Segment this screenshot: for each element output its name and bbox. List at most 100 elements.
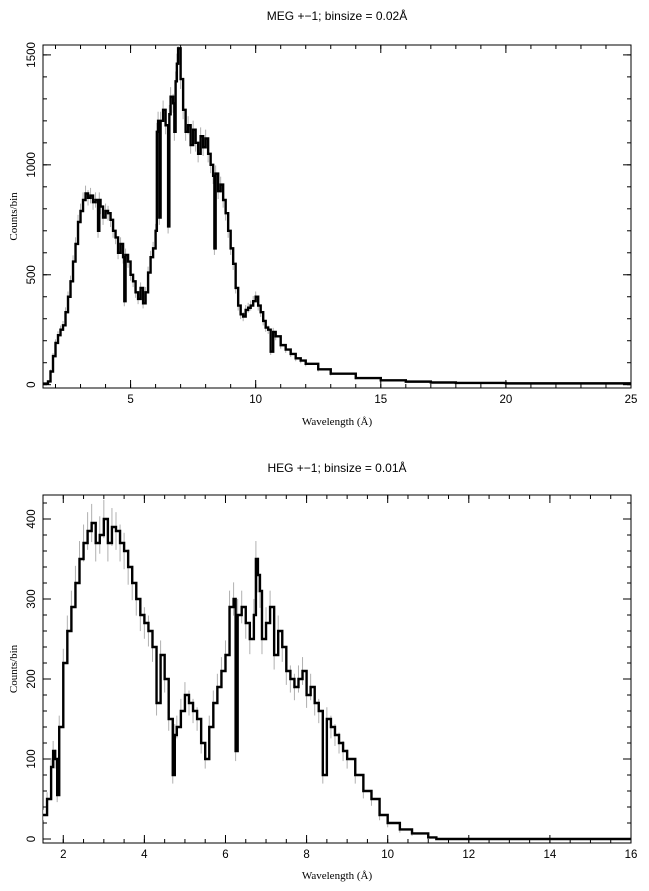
meg-data-point xyxy=(43,382,44,385)
heg-data-point xyxy=(261,638,263,640)
heg-data-point xyxy=(43,814,44,816)
heg-data-point xyxy=(277,630,280,632)
meg-data-point xyxy=(227,229,229,232)
meg-data-point xyxy=(329,372,332,375)
heg-data-point xyxy=(399,828,401,831)
heg-data-point xyxy=(123,550,125,552)
meg-data-point xyxy=(67,295,69,298)
heg-data-point xyxy=(155,702,158,704)
meg-data-point xyxy=(57,334,59,337)
heg-data-point xyxy=(346,758,348,760)
heg-data-point xyxy=(253,614,255,616)
meg-data-point xyxy=(134,291,137,294)
meg-data-point xyxy=(98,199,101,201)
meg-x-tick-label: 15 xyxy=(374,394,387,406)
heg-data-point xyxy=(289,678,292,680)
meg-data-point xyxy=(259,311,262,313)
meg-data-point xyxy=(164,124,167,127)
heg-data-point xyxy=(147,630,150,632)
meg-data-point xyxy=(209,164,212,166)
heg-data-point xyxy=(52,750,54,752)
meg-data-point xyxy=(289,353,292,355)
heg-error-bars xyxy=(43,499,631,840)
heg-data-point xyxy=(224,654,227,656)
meg-data-point xyxy=(49,370,52,373)
meg-spectrum-line xyxy=(43,47,631,385)
meg-data-point xyxy=(132,280,134,283)
meg-data-point xyxy=(127,260,129,263)
heg-data-point xyxy=(244,622,247,624)
heg-y-tick-label: 0 xyxy=(26,836,38,842)
heg-data-point xyxy=(354,774,357,776)
meg-data-point xyxy=(84,192,87,195)
meg-data-point xyxy=(112,229,114,232)
meg-data-point xyxy=(379,379,382,382)
meg-data-point xyxy=(69,280,72,283)
meg-data-point xyxy=(82,199,84,201)
meg-data-point xyxy=(405,380,407,383)
meg-data-point xyxy=(299,359,302,362)
meg-data-point xyxy=(137,298,139,300)
heg-data-point xyxy=(192,710,194,712)
meg-data-point xyxy=(182,109,184,111)
heg-spectrum-line xyxy=(43,517,631,841)
meg-data-point xyxy=(149,256,152,258)
meg-data-point xyxy=(354,377,357,379)
heg-data-point xyxy=(163,678,166,680)
meg-data-point xyxy=(94,199,97,201)
heg-data-point xyxy=(378,814,381,816)
meg-data-point xyxy=(156,131,158,133)
heg-data-point xyxy=(196,718,198,720)
heg-y-tick-label: 400 xyxy=(26,509,38,528)
heg-data-point xyxy=(180,710,182,712)
heg-data-point xyxy=(255,558,257,560)
meg-data-point xyxy=(217,190,219,193)
meg-data-point xyxy=(87,197,89,199)
meg-data-point xyxy=(77,221,79,223)
heg-data-point xyxy=(265,622,267,624)
meg-data-point xyxy=(254,295,257,298)
heg-x-axis-label: Wavelength (Å) xyxy=(302,870,373,882)
heg-data-point xyxy=(232,598,235,600)
meg-data-point xyxy=(304,363,307,365)
heg-data-point xyxy=(139,614,142,616)
meg-data-point xyxy=(274,335,277,338)
heg-data-point xyxy=(115,530,117,532)
meg-plot-frame xyxy=(42,44,632,389)
meg-x-tick-label: 5 xyxy=(127,394,133,406)
meg-data-point xyxy=(79,210,82,212)
meg-data-point xyxy=(124,254,127,256)
meg-data-point xyxy=(214,172,217,175)
heg-data-point xyxy=(236,614,239,616)
heg-data-point xyxy=(188,702,190,704)
heg-y-tick-label: 300 xyxy=(26,589,38,608)
heg-data-point xyxy=(259,590,261,592)
meg-data-point xyxy=(247,306,249,309)
meg-data-point xyxy=(47,380,49,383)
heg-data-point xyxy=(90,522,93,524)
heg-data-point xyxy=(342,750,344,752)
heg-data-point xyxy=(362,790,365,792)
meg-y-tick-label: 1000 xyxy=(26,152,38,178)
meg-data-point xyxy=(267,328,269,331)
heg-data-point xyxy=(386,822,389,824)
meg-data-point xyxy=(147,271,149,274)
meg-y-tick-label: 500 xyxy=(26,265,38,284)
meg-data-point xyxy=(197,153,199,155)
heg-y-tick-label: 100 xyxy=(26,749,38,768)
heg-x-tick-label: 6 xyxy=(222,849,228,861)
heg-data-point xyxy=(135,598,138,600)
meg-data-point xyxy=(184,131,187,133)
meg-data-point xyxy=(172,102,174,105)
heg-data-point xyxy=(435,838,438,840)
meg-data-point xyxy=(169,95,172,98)
heg-data-point xyxy=(630,838,631,840)
heg-chart-panel: HEG +−1; binsize = 0.01Å 2 4 6 8 10 12 14 16 0 100… xyxy=(0,450,649,891)
heg-data-point xyxy=(313,702,316,704)
meg-data-point xyxy=(212,175,214,177)
heg-x-tick-label: 8 xyxy=(303,849,309,861)
meg-data-point xyxy=(630,382,631,385)
meg-data-point xyxy=(455,382,457,384)
meg-data-point xyxy=(107,212,109,215)
heg-data-point xyxy=(334,734,336,736)
